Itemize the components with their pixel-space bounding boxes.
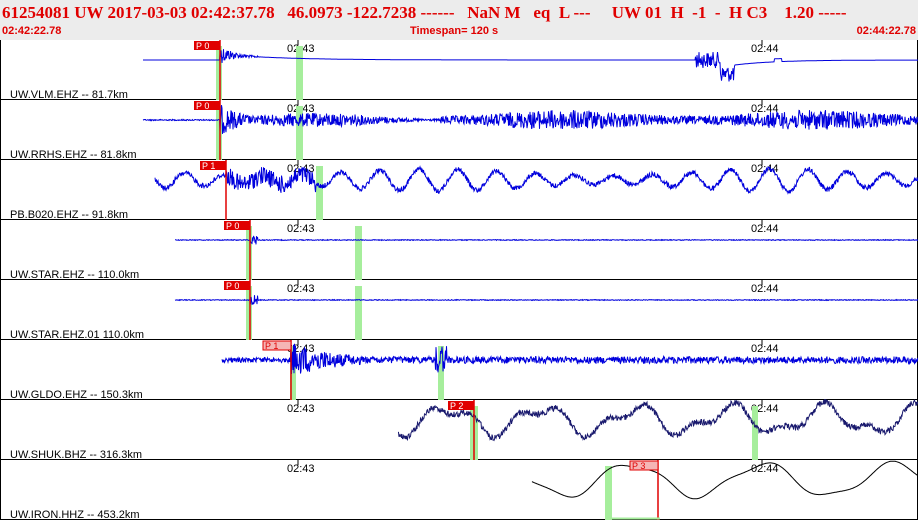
waveform-trace	[175, 235, 918, 245]
event-title: 61254081 UW 2017-03-03 02:42:37.78 46.09…	[2, 3, 847, 22]
pick-label: P 0	[196, 41, 209, 51]
analysis-window	[605, 466, 612, 520]
analysis-window	[296, 46, 303, 100]
trace-row[interactable]: 02:43 02:44 P 0 UW.STAR.EHZ -- 110.0km	[0, 220, 918, 281]
analysis-window	[752, 406, 758, 460]
station-label: UW.IRON.HHZ -- 453.2km	[10, 509, 140, 520]
time-tick-label: 02:43	[287, 223, 315, 235]
trace-row[interactable]: 02:43 02:44 P 0 UW.STAR.EHZ.01 110.0km	[0, 280, 918, 341]
pick-label: P 1	[265, 341, 278, 351]
pick-label: P 1	[202, 161, 215, 171]
trace-row[interactable]: 02:43 02:44P 1PB.B020.EHZ -- 91.8km	[0, 160, 918, 221]
pick-label-box[interactable]	[200, 161, 226, 170]
analysis-window	[355, 286, 362, 340]
analysis-window	[246, 286, 252, 340]
time-tick-label: 02:44	[751, 223, 779, 235]
pick-label: P 0	[196, 101, 209, 111]
trace-row[interactable]: 02:43 02:44 P 3 UW.IRON.HHZ -- 453.2km	[0, 460, 918, 520]
analysis-window	[316, 166, 323, 220]
station-label: UW.STAR.EHZ.01 110.0km	[10, 329, 144, 341]
pick-label-box[interactable]	[448, 401, 474, 410]
analysis-window	[246, 226, 252, 280]
pick-label-box[interactable]	[262, 340, 292, 351]
header-bar: 61254081 UW 2017-03-03 02:42:37.78 46.09…	[0, 0, 918, 40]
waveform-trace	[221, 342, 918, 375]
trace-row[interactable]: 02:43 02:44P 2UW.SHUK.BHZ -- 316.3km	[0, 399, 918, 461]
analysis-window	[290, 346, 296, 400]
waveform-trace	[174, 295, 918, 306]
station-label: UW.RRHS.EHZ -- 81.8km	[10, 149, 137, 161]
time-tick-label: 02:43	[287, 283, 315, 295]
analysis-window	[355, 226, 362, 280]
analysis-window	[438, 346, 444, 400]
time-tick-label: 02:44	[751, 283, 779, 295]
analysis-window	[296, 106, 303, 160]
time-tick-label: 02:44	[751, 343, 779, 355]
end-time: 02:44:22.78	[856, 25, 916, 37]
pick-label-box[interactable]	[194, 41, 220, 50]
time-tick-label: 02:44	[751, 103, 779, 115]
time-tick-label: 02:44	[751, 43, 779, 55]
waveform-trace	[142, 105, 918, 134]
analysis-window	[216, 46, 222, 100]
pick-label: P 0	[226, 221, 239, 231]
waveform-trace	[154, 165, 918, 195]
start-time: 02:42:22.78	[2, 25, 62, 37]
pick-label-box[interactable]	[194, 101, 220, 110]
timespan-label: Timespan= 120 s	[410, 25, 499, 37]
time-tick-label: 02:44	[751, 163, 779, 175]
time-tick-label: 02:44	[751, 463, 779, 475]
analysis-window	[216, 106, 222, 160]
waveform-trace	[531, 460, 918, 500]
time-tick-label: 02:43	[287, 463, 315, 475]
pick-label-box[interactable]	[224, 221, 250, 230]
pick-label-box[interactable]	[224, 281, 250, 290]
waveform-trace	[397, 399, 918, 442]
waveform-trace	[143, 49, 918, 82]
time-tick-label: 02:43	[287, 403, 315, 415]
pick-label: P 0	[226, 281, 239, 291]
station-label: UW.STAR.EHZ -- 110.0km	[10, 269, 139, 281]
pick-label-box[interactable]	[629, 460, 659, 471]
pick-label: P 2	[450, 401, 463, 411]
station-label: UW.VLM.EHZ -- 81.7km	[10, 89, 128, 101]
station-label: UW.SHUK.BHZ -- 316.3km	[10, 449, 142, 461]
trace-row[interactable]: 02:43 02:44P 1UW.GLDO.EHZ -- 150.3km	[0, 340, 918, 401]
station-label: PB.B020.EHZ -- 91.8km	[10, 209, 128, 221]
pick-label: P 3	[632, 461, 645, 471]
station-label: UW.GLDO.EHZ -- 150.3km	[10, 389, 143, 401]
